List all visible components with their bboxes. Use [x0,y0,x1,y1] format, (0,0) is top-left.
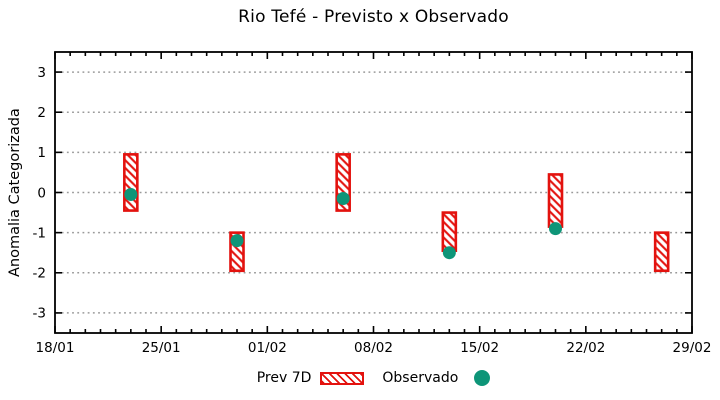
y-tick-label: 3 [37,65,46,81]
x-tick-label: 08/02 [354,340,393,356]
y-tick-label: 1 [37,145,46,161]
prev7d-bar [123,153,139,212]
prev7d-bar [653,231,670,273]
observado-dot [230,234,244,248]
observado-dot [549,222,562,236]
x-tick-label: 25/01 [142,340,181,356]
observado-dot [124,188,138,202]
hatched-bar-swatch-icon [320,371,365,385]
y-tick-label: 0 [37,185,46,201]
filled-circle-swatch-icon [474,370,491,386]
x-tick-label: 22/02 [566,340,605,356]
x-tick-label: 29/02 [673,340,712,356]
y-tick-label: -3 [33,306,46,322]
prev7d-bar [441,211,458,253]
plot-border [54,51,693,334]
legend: Prev 7D Observado [55,370,692,386]
x-tick-label: 18/01 [36,340,75,356]
prev7d-bar [547,173,564,228]
chart-title: Rio Tefé - Previsto x Observado [238,7,509,27]
observado-dot [336,192,350,206]
y-tick-label: -2 [33,266,46,282]
y-tick-label: 2 [37,105,46,121]
legend-label-prev7d: Prev 7D [256,370,312,386]
y-tick-label: -1 [33,225,46,241]
x-tick-label: 01/02 [248,340,287,356]
observado-dot [442,246,456,260]
x-tick-label: 15/02 [460,340,499,356]
legend-label-observado: Observado [382,370,459,386]
y-axis-label: Anomalia Categorizada [7,108,23,277]
